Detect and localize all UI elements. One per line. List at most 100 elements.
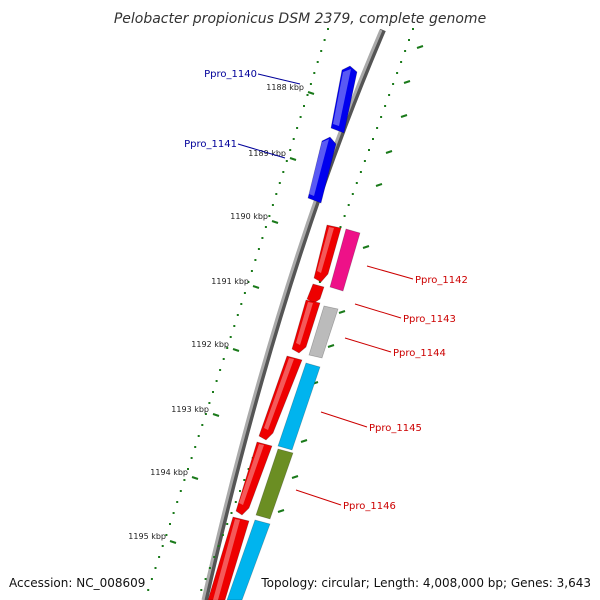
kbp-tick-label: 1195 kbp [128, 532, 166, 541]
gene-label[interactable]: Ppro_1143 [403, 314, 456, 325]
gene-label-leader [344, 337, 392, 353]
outer-tick-mark [403, 80, 411, 84]
feature-highlight [333, 69, 351, 126]
feature-highlight [296, 302, 313, 345]
cds-feature [226, 519, 271, 600]
inner-dot [323, 39, 326, 41]
feature-highlight [239, 444, 264, 505]
outer-tick-mark [291, 475, 299, 479]
outer-dot [234, 501, 237, 503]
gene-ppro-1141 [307, 136, 337, 204]
inner-dot [172, 512, 175, 514]
inner-dot [222, 358, 225, 360]
outer-dot [363, 160, 366, 162]
kbp-tick-mark [212, 413, 220, 417]
genome-summary-text: Topology: circular; Length: 4,008,000 bp… [260, 576, 591, 590]
kbp-tick-mark [271, 220, 279, 224]
outer-dot [243, 479, 246, 481]
genome-backbone-shadow [202, 28, 386, 600]
outer-dot [392, 83, 395, 85]
feature-highlight [264, 358, 294, 430]
kbp-tick-mark [169, 540, 177, 544]
outer-dot [347, 204, 350, 206]
inner-dot [233, 325, 236, 327]
gene-label-leader [295, 489, 342, 506]
kbp-tick-label: 1191 kbp [211, 277, 249, 286]
inner-dot [299, 116, 302, 118]
genome-backbone [201, 29, 383, 600]
gene-label[interactable]: Ppro_1146 [343, 501, 396, 512]
inner-dot [212, 391, 214, 393]
inner-dot [179, 490, 182, 492]
kbp-tick-mark [232, 348, 240, 352]
kbp-tick-mark [252, 285, 260, 289]
inner-dot [194, 446, 197, 448]
inner-dot [316, 61, 319, 63]
inner-dot [208, 402, 211, 404]
inner-dot [327, 28, 329, 30]
feature-highlight [309, 139, 329, 196]
inner-dot [161, 545, 164, 547]
inner-dot [229, 336, 232, 338]
inner-dot [309, 83, 312, 85]
inner-dot [204, 413, 207, 415]
outer-dot [376, 127, 379, 129]
outer-dot [384, 105, 387, 107]
outer-dot [380, 116, 383, 118]
inner-dot [250, 270, 253, 272]
inner-dot [147, 589, 150, 591]
inner-dot [183, 479, 186, 481]
feature-highlight [317, 227, 334, 273]
inner-dot [187, 468, 189, 470]
cds-feature [207, 516, 250, 600]
inner-dot [261, 237, 264, 239]
inner-dot [292, 138, 295, 140]
outer-dot [368, 149, 370, 151]
inner-dot [264, 226, 267, 228]
outer-tick-mark [362, 245, 370, 249]
kbp-tick-label: 1188 kbp [266, 83, 304, 92]
outer-dot [400, 61, 403, 63]
outer-dot [339, 226, 342, 228]
inner-dot [247, 281, 250, 283]
gene-label-leader [354, 303, 402, 319]
kbp-tick-label: 1189 kbp [248, 149, 286, 158]
outer-dot [359, 171, 362, 173]
inner-dot [226, 347, 229, 349]
outer-tick-mark [300, 439, 308, 443]
map-title: Pelobacter propionicus DSM 2379, complet… [114, 11, 486, 27]
gene-label[interactable]: Ppro_1141 [184, 139, 237, 150]
gene-label-leader [257, 73, 301, 85]
gene-label-leader [366, 265, 414, 280]
inner-dot [150, 578, 153, 580]
kbp-ticks: 1188 kbp 1189 kbp 1190 kbp 1191 kbp 1192 kbp… [128, 83, 315, 544]
outer-dot [404, 50, 407, 52]
outer-dot [408, 39, 410, 41]
gene-label-leader [320, 411, 368, 428]
kbp-tick-mark [289, 157, 297, 161]
inner-dot [289, 149, 292, 151]
inner-dot [240, 303, 243, 305]
gene-label[interactable]: Ppro_1142 [415, 275, 468, 286]
inner-tick-dots [147, 28, 329, 591]
gene-label[interactable]: Ppro_1144 [393, 348, 446, 359]
gene-label[interactable]: Ppro_1140 [204, 69, 257, 80]
gene-ppro-1144 [308, 305, 339, 359]
inner-dot [243, 292, 246, 294]
inner-dot [190, 457, 193, 459]
inner-dot [306, 94, 309, 96]
outer-dot [396, 72, 399, 74]
inner-dot [257, 248, 260, 250]
gene-ppro-1145 [277, 362, 321, 451]
inner-dot [278, 182, 281, 184]
outer-dot [200, 589, 203, 591]
kbp-tick-label: 1194 kbp [150, 468, 188, 477]
outer-dot [208, 567, 211, 569]
accession-text: Accession: NC_008609 [9, 576, 145, 590]
inner-dot [268, 215, 271, 217]
inner-dot [320, 50, 323, 52]
gene-label[interactable]: Ppro_1145 [369, 423, 422, 434]
inner-dot [296, 127, 299, 129]
kbp-tick-label: 1192 kbp [191, 340, 229, 349]
